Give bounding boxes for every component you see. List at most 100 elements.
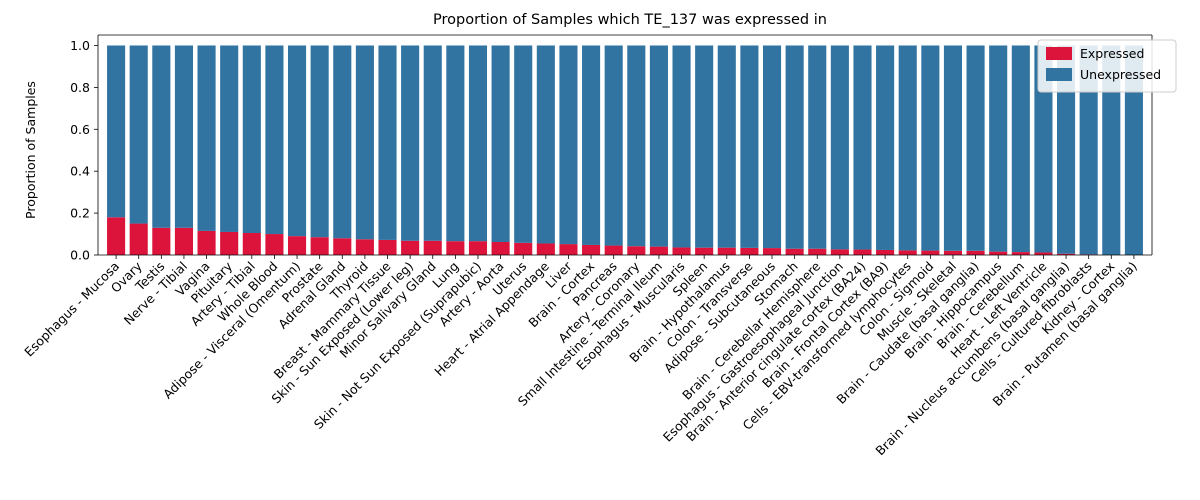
bar-unexpressed (378, 45, 397, 240)
bar-unexpressed (921, 45, 940, 251)
bar-expressed (717, 247, 736, 255)
bar-unexpressed (966, 45, 985, 251)
bar-expressed (989, 251, 1008, 255)
bar-expressed (853, 249, 872, 255)
bar-unexpressed (287, 45, 307, 237)
y-tick-label: 1.0 (70, 38, 90, 53)
legend-label-unexpressed: Unexpressed (1080, 67, 1161, 82)
bar-expressed (672, 247, 691, 255)
bar-expressed (287, 236, 307, 255)
bar-expressed (401, 240, 420, 255)
bar-unexpressed (649, 45, 668, 247)
bar-unexpressed (1034, 45, 1053, 253)
bar-unexpressed (265, 45, 284, 235)
bar-unexpressed (1057, 45, 1076, 254)
x-tick-label: Esophagus - Mucosa (21, 259, 122, 360)
bar-unexpressed (197, 45, 216, 231)
bar-expressed (559, 244, 578, 255)
bar-expressed (242, 233, 261, 255)
bar-unexpressed (559, 45, 578, 245)
bar-expressed (536, 243, 555, 255)
bar-expressed (740, 247, 759, 255)
y-axis-label: Proportion of Samples (23, 81, 38, 219)
bar-expressed (333, 238, 352, 255)
bar-unexpressed (446, 45, 465, 242)
bar-unexpressed (830, 45, 849, 250)
bar-expressed (514, 242, 533, 255)
bar-expressed (491, 242, 510, 255)
bar-unexpressed (423, 45, 442, 241)
bar-expressed (649, 246, 668, 255)
bar-unexpressed (514, 45, 533, 243)
bar-expressed (152, 227, 171, 255)
bar-unexpressed (129, 45, 148, 224)
bar-expressed (197, 230, 216, 255)
bar-expressed (355, 239, 374, 255)
legend-label-expressed: Expressed (1080, 46, 1144, 61)
bar-unexpressed (242, 45, 261, 233)
bar-unexpressed (468, 45, 488, 242)
bar-expressed (1034, 252, 1053, 255)
bar-expressed (174, 227, 193, 255)
bar-expressed (1011, 252, 1030, 255)
bar-unexpressed (989, 45, 1008, 252)
bar-unexpressed (333, 45, 352, 239)
bar-expressed (378, 239, 397, 255)
bar-expressed (468, 241, 488, 255)
bar-expressed (423, 240, 442, 255)
bar-expressed (1057, 253, 1076, 255)
bar-unexpressed (695, 45, 714, 248)
bar-unexpressed (808, 45, 827, 249)
bar-expressed (265, 234, 284, 255)
bar-unexpressed (491, 45, 510, 243)
bar-unexpressed (310, 45, 329, 238)
bar-unexpressed (107, 45, 126, 218)
bar-expressed (220, 231, 239, 255)
bar-unexpressed (401, 45, 420, 241)
bar-expressed (107, 217, 126, 255)
bar-expressed (876, 249, 895, 255)
y-tick-label: 0.4 (70, 164, 90, 179)
bar-unexpressed (762, 45, 782, 249)
bar-expressed (582, 244, 601, 255)
y-tick-label: 0.6 (70, 122, 90, 137)
bar-unexpressed (1124, 45, 1143, 255)
bar-unexpressed (604, 45, 623, 246)
bar-expressed (921, 250, 940, 255)
bar-unexpressed (717, 45, 736, 248)
bar-unexpressed (536, 45, 555, 244)
bar-unexpressed (785, 45, 804, 249)
bar-unexpressed (582, 45, 601, 245)
bar-expressed (129, 223, 148, 255)
bar-expressed (898, 250, 917, 255)
y-tick-label: 0.2 (70, 206, 90, 221)
legend-swatch-unexpressed (1046, 68, 1072, 81)
bar-unexpressed (220, 45, 239, 232)
bar-unexpressed (943, 45, 963, 251)
bar-unexpressed (853, 45, 872, 250)
legend: Expressed Unexpressed (1037, 39, 1177, 93)
bar-unexpressed (1102, 45, 1121, 255)
bar-expressed (966, 250, 985, 255)
bar-expressed (830, 249, 849, 255)
bar-unexpressed (898, 45, 917, 251)
bar-expressed (310, 237, 329, 255)
y-tick-label: 0.8 (70, 80, 90, 95)
bar-unexpressed (152, 45, 171, 228)
bar-unexpressed (672, 45, 691, 248)
bar-unexpressed (740, 45, 759, 248)
bar-expressed (808, 248, 827, 255)
y-tick-label: 0.0 (70, 248, 90, 263)
legend-box (1037, 39, 1177, 93)
bar-expressed (762, 248, 782, 255)
bar-expressed (695, 247, 714, 255)
bars-group (107, 45, 1143, 255)
bar-unexpressed (355, 45, 374, 240)
chart-title: Proportion of Samples which TE_137 was e… (433, 12, 827, 28)
bar-unexpressed (1079, 45, 1098, 255)
bar-expressed (446, 241, 465, 255)
bar-unexpressed (1011, 45, 1030, 253)
bar-expressed (785, 248, 804, 255)
bar-unexpressed (627, 45, 646, 247)
